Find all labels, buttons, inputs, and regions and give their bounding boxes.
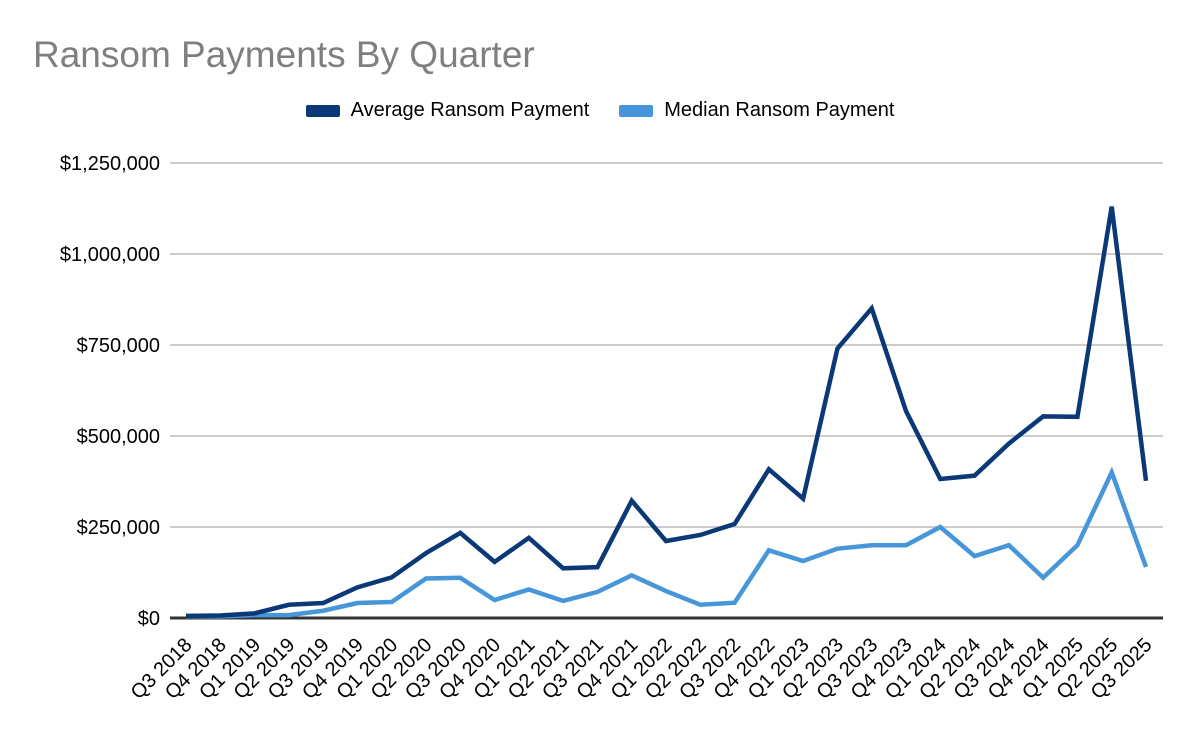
legend-swatch-average	[305, 104, 340, 117]
legend-item-median: Median Ransom Payment	[619, 99, 894, 122]
y-tick-label: $250,000	[77, 517, 160, 539]
y-tick-label: $1,250,000	[60, 153, 160, 175]
series-line-median	[185, 466, 1149, 619]
y-tick-label: $1,000,000	[60, 244, 160, 266]
legend: Average Ransom Payment Median Ransom Pay…	[0, 99, 1200, 122]
legend-label-median: Median Ransom Payment	[664, 99, 895, 121]
y-tick-label: $0	[138, 608, 160, 630]
legend-item-average: Average Ransom Payment	[305, 99, 590, 122]
y-tick-label: $500,000	[77, 426, 160, 448]
legend-swatch-median	[619, 104, 654, 117]
series-line-average	[185, 206, 1149, 619]
chart-title: Ransom Payments By Quarter	[33, 34, 535, 75]
legend-label-average: Average Ransom Payment	[350, 99, 590, 121]
y-tick-label: $750,000	[77, 335, 160, 357]
